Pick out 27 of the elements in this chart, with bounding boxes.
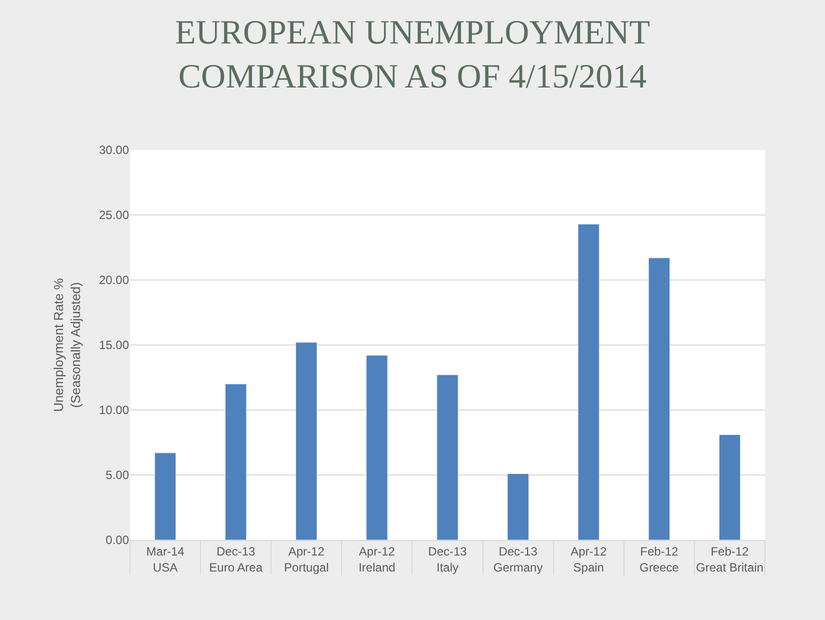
category-label: Apr-12 Portugal: [284, 544, 329, 574]
bar: [578, 224, 600, 540]
bar: [718, 434, 741, 540]
bar: [648, 258, 670, 540]
y-tick-label: 30.00: [98, 143, 130, 158]
y-tick-label: 10.00: [98, 403, 130, 418]
category-label: Dec-13 Italy: [428, 544, 467, 574]
y-tick-label: 15.00: [98, 338, 130, 352]
bar: [507, 473, 529, 540]
bar: [225, 384, 247, 540]
category-label: Apr-12 Ireland: [358, 544, 396, 574]
bar: [436, 374, 458, 540]
chart-title: EUROPEAN UNEMPLOYMENT COMPARISON AS OF 4/15/2014: [174, 14, 650, 96]
y-tick-label: 20.00: [98, 273, 130, 288]
category-label: Dec-13 Euro Area: [209, 544, 263, 574]
y-tick-label: 25.00: [98, 208, 130, 222]
y-tick-label: 5.00: [106, 468, 130, 482]
bar: [296, 342, 318, 540]
y-tick-label: 0.00: [106, 533, 130, 548]
category-label: Mar-14 USA: [146, 544, 184, 574]
bar: [154, 452, 176, 540]
category-label: Feb-12 Great Britain: [696, 544, 764, 574]
bar: [366, 355, 388, 540]
category-label: Apr-12 Spain: [570, 544, 607, 574]
category-label: Dec-13 Germany: [493, 544, 543, 574]
category-label: Feb-12 Greece: [639, 544, 679, 574]
y-axis-title: Unemployment Rate % (Seasonally Adjusted): [51, 278, 83, 412]
